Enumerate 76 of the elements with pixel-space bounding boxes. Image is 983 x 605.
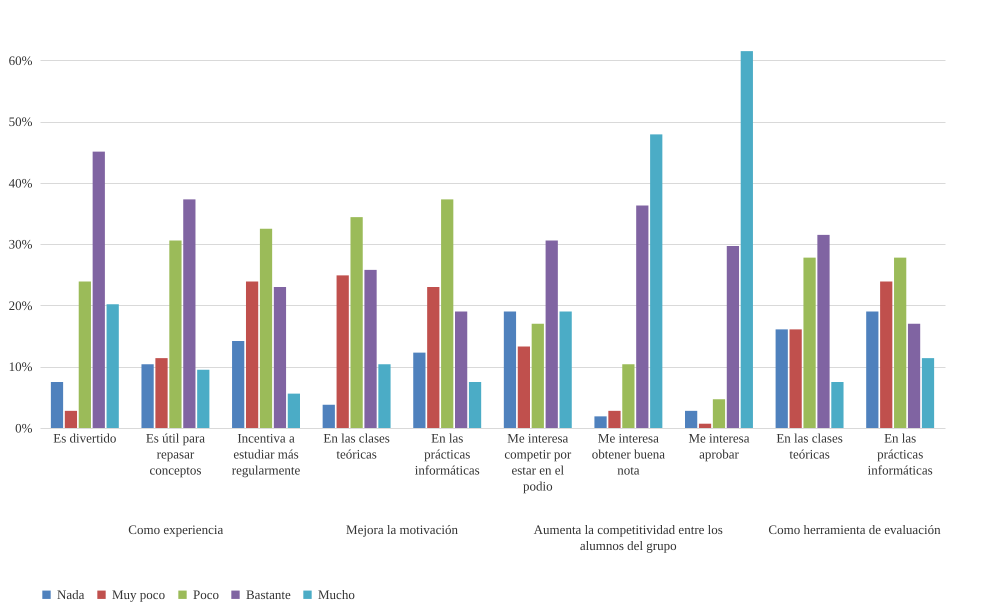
bar	[817, 234, 830, 428]
y-tick-label: 60%	[8, 52, 33, 68]
bar	[712, 399, 726, 428]
text: Mejora la motivación	[346, 522, 458, 537]
bar	[726, 246, 740, 428]
bar	[740, 51, 753, 428]
bar	[880, 282, 892, 428]
bar	[336, 275, 349, 428]
bar	[50, 382, 64, 428]
bar	[413, 352, 426, 428]
x-tick-label: Me interesa competir por estar en el podio	[504, 430, 572, 494]
bar	[92, 152, 105, 428]
y-tick-label: 40%	[8, 175, 33, 190]
bar	[364, 270, 377, 428]
legend-label: Nada	[57, 586, 85, 602]
bar	[922, 358, 934, 428]
bar	[468, 382, 482, 428]
bar	[594, 416, 607, 428]
bar	[518, 346, 530, 428]
bar	[427, 287, 440, 428]
bar	[141, 364, 154, 428]
bar	[183, 199, 196, 428]
bar	[246, 282, 258, 428]
y-tick-label: 30%	[8, 236, 33, 252]
x-tick-label: Me interesa aprobar	[688, 430, 750, 462]
bar	[908, 324, 920, 428]
bar	[831, 382, 844, 428]
bar	[350, 217, 363, 428]
bar	[197, 370, 210, 428]
x-tick-label: Me interesa obtener buena nota	[592, 430, 666, 478]
text: Aumenta la competitividad entre los alumnos del grupo	[534, 522, 723, 553]
legend-label: Bastante	[246, 586, 291, 602]
legend-label: Mucho	[318, 586, 355, 602]
bar	[169, 240, 182, 428]
bar	[650, 134, 662, 428]
bar	[232, 340, 244, 428]
legend-label: Poco	[193, 586, 219, 602]
bar	[260, 228, 272, 428]
bar	[455, 312, 468, 428]
y-tick-label: 10%	[8, 359, 33, 374]
bar	[803, 258, 816, 428]
bar	[608, 410, 621, 428]
text: Como experiencia	[128, 522, 224, 537]
bar	[790, 329, 802, 428]
bar	[546, 240, 558, 428]
text: Como herramienta de evaluación	[768, 522, 942, 537]
bar	[274, 287, 286, 428]
bar	[894, 258, 906, 428]
x-tick-label: Es divertido	[53, 430, 116, 446]
bar	[504, 312, 516, 428]
bar	[532, 324, 544, 428]
bar	[776, 329, 788, 428]
bar	[288, 394, 300, 428]
x-tick-label: En las clases teóricas	[776, 430, 843, 462]
bar	[685, 410, 698, 428]
x-tick-label: En las prácticas informáticas	[868, 430, 933, 478]
legend-label: Muy poco	[112, 586, 166, 602]
x-tick-label: Incentiva a estudiar más regularmente	[232, 430, 301, 478]
bar	[441, 199, 454, 428]
bar	[698, 424, 712, 428]
bar	[560, 312, 572, 428]
y-tick-label: 20%	[8, 298, 33, 313]
bar	[866, 312, 878, 428]
bar	[636, 206, 648, 428]
bar	[106, 304, 119, 428]
y-tick-label: 0%	[15, 420, 33, 436]
bar	[155, 358, 168, 428]
bar	[622, 364, 635, 428]
bar	[322, 404, 335, 428]
bar	[64, 410, 78, 428]
x-tick-label: En las prácticas informáticas	[414, 430, 480, 478]
x-tick-label: En las clases teóricas	[323, 430, 390, 462]
y-tick-label: 50%	[8, 114, 33, 130]
bar	[78, 282, 91, 428]
x-tick-label: Es útil para repasar conceptos	[146, 430, 206, 478]
bar	[378, 364, 391, 428]
